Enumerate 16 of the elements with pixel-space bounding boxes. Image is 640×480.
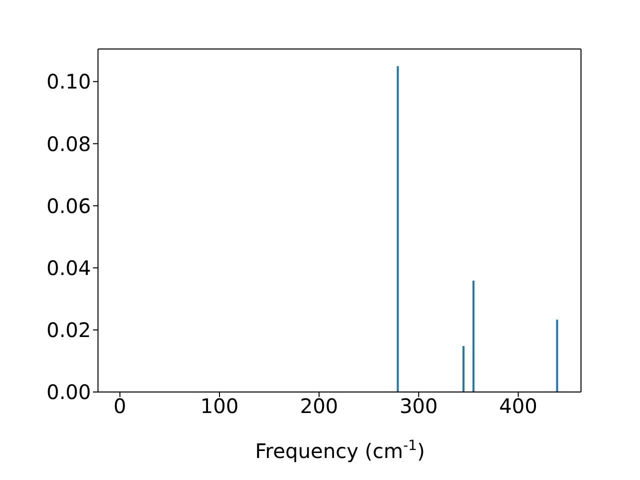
x-tick-label: 100 <box>200 394 239 418</box>
bar <box>472 280 474 392</box>
x-tick-label: 300 <box>400 394 438 418</box>
y-tick-label: 0.02 <box>46 318 91 342</box>
y-tick-label: 0.06 <box>46 194 91 218</box>
bar <box>396 66 399 392</box>
y-tick-label: 0.00 <box>46 380 91 404</box>
x-tick-label: 400 <box>499 394 538 418</box>
y-tick-label: 0.10 <box>46 70 91 94</box>
bar <box>462 346 465 392</box>
y-tick-label: 0.08 <box>46 132 91 156</box>
bar <box>556 320 558 392</box>
x-tick-label: 0 <box>114 394 126 418</box>
y-tick-label: 0.04 <box>46 256 91 280</box>
x-tick-label: 200 <box>300 394 338 418</box>
x-axis-title: Frequency (cm$^{-1}$) <box>255 438 425 463</box>
